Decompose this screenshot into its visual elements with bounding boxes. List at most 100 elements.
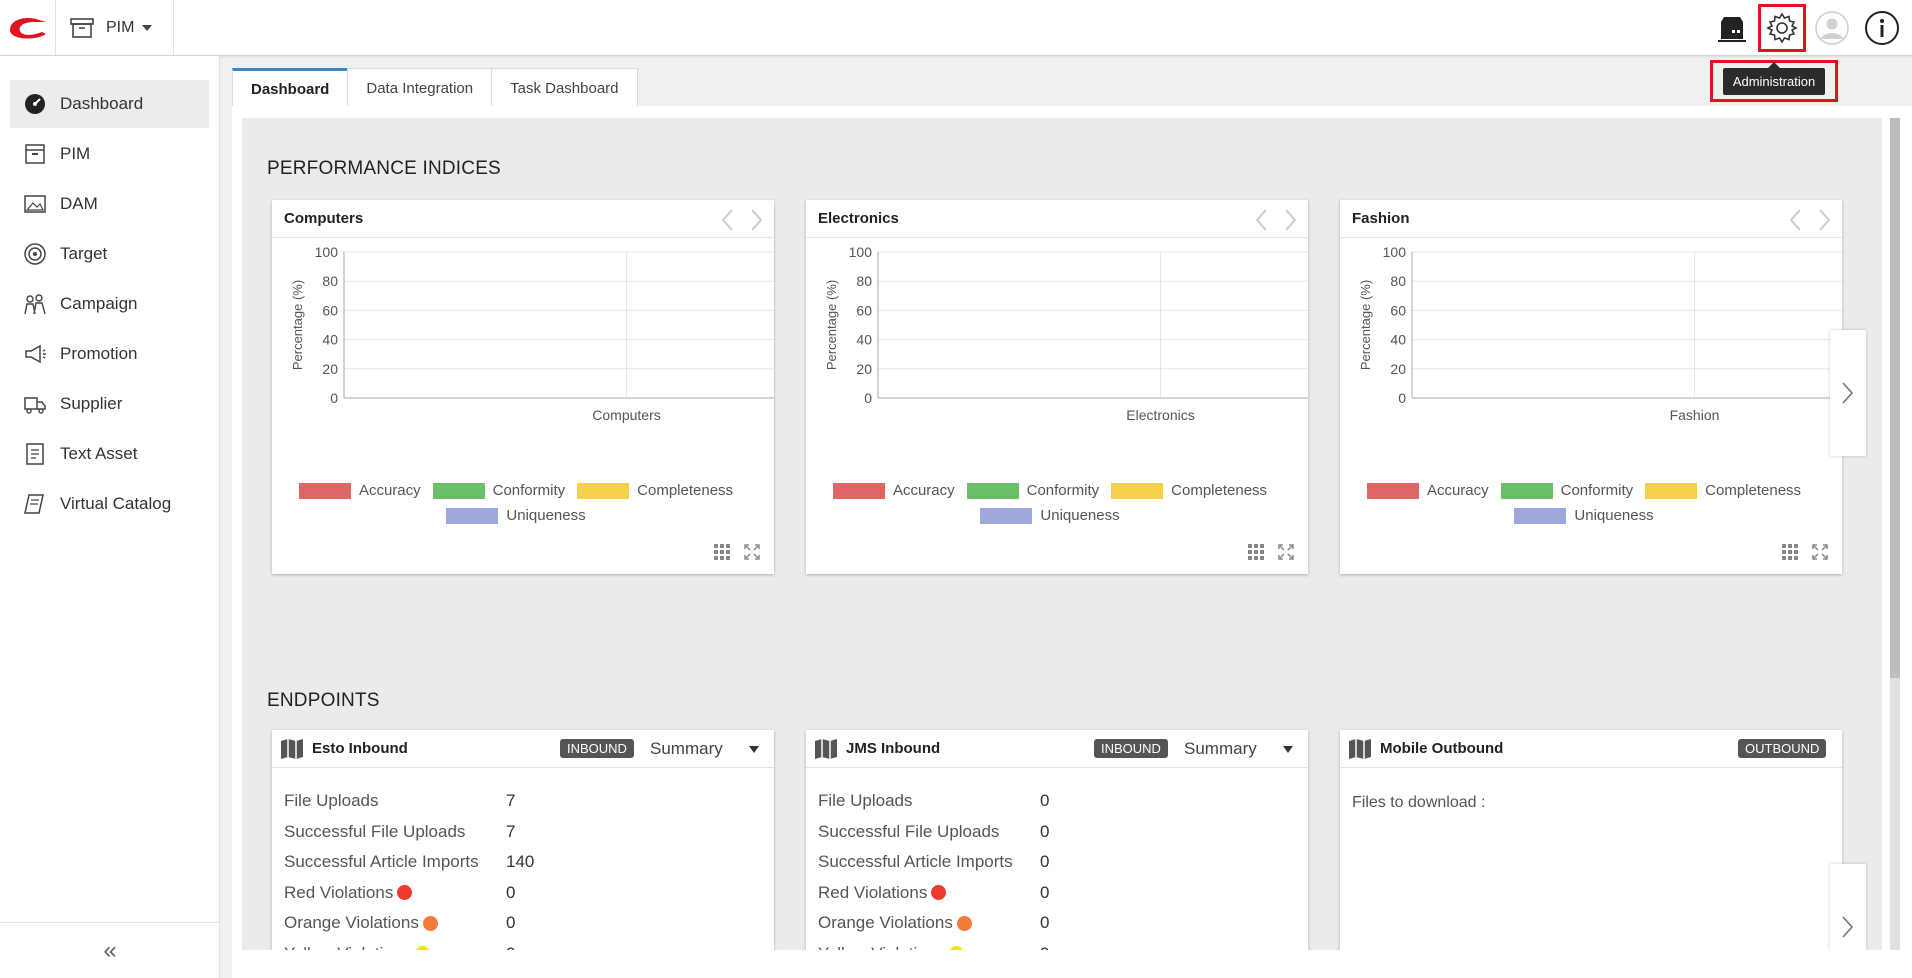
sidebar-item-text-asset[interactable]: Text Asset xyxy=(10,430,209,478)
stat-value: 0 xyxy=(506,882,516,902)
legend-item-accuracy[interactable]: Accuracy xyxy=(832,482,955,499)
endpoint-stat-row: Successful File Uploads 7 xyxy=(284,817,762,848)
performance-next-button[interactable] xyxy=(1830,330,1866,456)
chevron-right-icon[interactable] xyxy=(1818,208,1832,232)
chevron-left-icon[interactable] xyxy=(720,208,734,232)
stat-value: 0 xyxy=(506,913,516,933)
target-icon xyxy=(22,241,48,267)
sidebar-item-dashboard[interactable]: Dashboard xyxy=(10,80,209,128)
chevron-left-icon[interactable] xyxy=(1788,208,1802,232)
vertical-scrollbar[interactable] xyxy=(1890,118,1900,950)
chevron-right-icon[interactable] xyxy=(1284,208,1298,232)
legend-label: Conformity xyxy=(492,482,566,499)
endpoint-card-mobile-outbound: Mobile Outbound OUTBOUND Files to downlo… xyxy=(1340,730,1842,950)
expand-icon[interactable] xyxy=(1278,544,1294,560)
module-switcher[interactable]: PIM xyxy=(56,0,174,55)
expand-icon[interactable] xyxy=(1812,544,1828,560)
collapse-sidebar-button[interactable]: « xyxy=(0,922,220,978)
y-tick-label: 0 xyxy=(1398,390,1406,406)
sidebar-item-campaign[interactable]: Campaign xyxy=(10,280,209,328)
legend-item-accuracy[interactable]: Accuracy xyxy=(1366,482,1489,499)
stat-label-wrap: Orange Violations xyxy=(284,913,506,933)
stat-label-wrap: File Uploads xyxy=(818,791,1040,811)
administration-button[interactable] xyxy=(1758,3,1806,52)
user-button[interactable] xyxy=(1808,4,1856,52)
files-to-download-label: Files to download : xyxy=(1352,794,1486,811)
stat-label: Red Violations xyxy=(284,882,394,902)
sidebar-item-supplier[interactable]: Supplier xyxy=(10,380,209,428)
legend-item-conformity[interactable]: Conformity xyxy=(1500,482,1634,499)
legend-item-conformity[interactable]: Conformity xyxy=(432,482,566,499)
info-button[interactable] xyxy=(1858,4,1906,52)
app-logo[interactable] xyxy=(0,0,56,55)
endpoints-next-button[interactable] xyxy=(1830,864,1866,950)
endpoint-stat-row: Successful Article Imports 0 xyxy=(818,847,1296,878)
y-axis-label: Percentage (%) xyxy=(1358,280,1373,370)
stat-value: 7 xyxy=(506,791,516,811)
map-icon xyxy=(815,738,837,759)
chevron-right-icon[interactable] xyxy=(750,208,764,232)
chevron-right-icon xyxy=(1842,916,1854,938)
expand-icon[interactable] xyxy=(744,544,760,560)
stat-label-wrap: Red Violations xyxy=(818,883,1040,903)
legend-label: Uniqueness xyxy=(1574,507,1654,524)
administration-tooltip: Administration xyxy=(1722,61,1826,95)
legend-label: Completeness xyxy=(637,482,734,499)
legend-item-completeness[interactable]: Completeness xyxy=(1645,482,1801,499)
legend-item-completeness[interactable]: Completeness xyxy=(577,482,733,499)
y-tick-label: 60 xyxy=(322,302,338,318)
truck-icon xyxy=(22,391,48,417)
legend-swatch xyxy=(1366,482,1419,499)
chart-title: Fashion xyxy=(1352,210,1410,227)
summary-select[interactable]: Summary xyxy=(1184,739,1293,759)
grid-icon[interactable] xyxy=(714,544,730,560)
chevron-left-icon[interactable] xyxy=(1254,208,1268,232)
stat-label-wrap: Yellow Violations xyxy=(284,944,506,950)
brand-logo-icon xyxy=(9,17,46,39)
y-tick-label: 80 xyxy=(856,273,872,289)
stat-label: Successful File Uploads xyxy=(284,821,466,841)
legend-item-uniqueness[interactable]: Uniqueness xyxy=(1514,507,1654,524)
top-icons xyxy=(1708,0,1912,55)
legend-item-completeness[interactable]: Completeness xyxy=(1111,482,1267,499)
grid-icon[interactable] xyxy=(1782,544,1798,560)
summary-select[interactable]: Summary xyxy=(650,739,759,759)
double-chevron-left-icon: « xyxy=(103,936,117,964)
sidebar-item-label: Dashboard xyxy=(60,94,144,113)
legend-row: Accuracy Conformity Completeness xyxy=(292,482,752,499)
y-tick-label: 0 xyxy=(864,390,872,406)
legend-item-uniqueness[interactable]: Uniqueness xyxy=(980,507,1120,524)
violation-dot-icon xyxy=(948,946,964,950)
sidebar-item-target[interactable]: Target xyxy=(10,230,209,278)
legend-label: Accuracy xyxy=(358,482,421,499)
sidebar-item-promotion[interactable]: Promotion xyxy=(10,330,209,378)
y-axis-label: Percentage (%) xyxy=(290,280,305,370)
sidebar-item-pim[interactable]: PIM xyxy=(10,130,209,178)
legend-swatch xyxy=(1514,507,1567,524)
legend-item-uniqueness[interactable]: Uniqueness xyxy=(446,507,586,524)
grid-icon[interactable] xyxy=(1248,544,1264,560)
chart-card-computers: Computers 100 80 60 40 20 0 Computers Percentag… xyxy=(272,200,774,574)
tab-data-integration[interactable]: Data Integration xyxy=(347,68,493,108)
legend-label: Conformity xyxy=(1560,482,1634,499)
campaign-people-icon xyxy=(22,291,48,317)
user-avatar-icon xyxy=(1815,10,1849,45)
legend-label: Accuracy xyxy=(1426,482,1489,499)
store-button[interactable] xyxy=(1708,4,1756,52)
stat-label: Orange Violations xyxy=(818,913,953,933)
image-icon xyxy=(22,191,48,217)
sidebar-item-virtual-catalog[interactable]: Virtual Catalog xyxy=(10,480,209,528)
tab-task-dashboard[interactable]: Task Dashboard xyxy=(491,68,638,108)
endpoint-stat-row: Orange Violations 0 xyxy=(818,908,1296,939)
legend-item-conformity[interactable]: Conformity xyxy=(966,482,1099,499)
legend-label: Completeness xyxy=(1171,482,1268,499)
sidebar-item-dam[interactable]: DAM xyxy=(10,180,209,228)
sidebar-item-label: PIM xyxy=(60,144,91,163)
stat-label: File Uploads xyxy=(284,791,379,811)
scrollbar-thumb[interactable] xyxy=(1890,118,1900,678)
legend-row: Uniqueness xyxy=(1360,507,1820,524)
legend-item-accuracy[interactable]: Accuracy xyxy=(298,482,421,499)
y-tick-label: 100 xyxy=(315,244,339,260)
tab-dashboard[interactable]: Dashboard xyxy=(232,68,349,108)
legend-label: Completeness xyxy=(1705,482,1802,499)
